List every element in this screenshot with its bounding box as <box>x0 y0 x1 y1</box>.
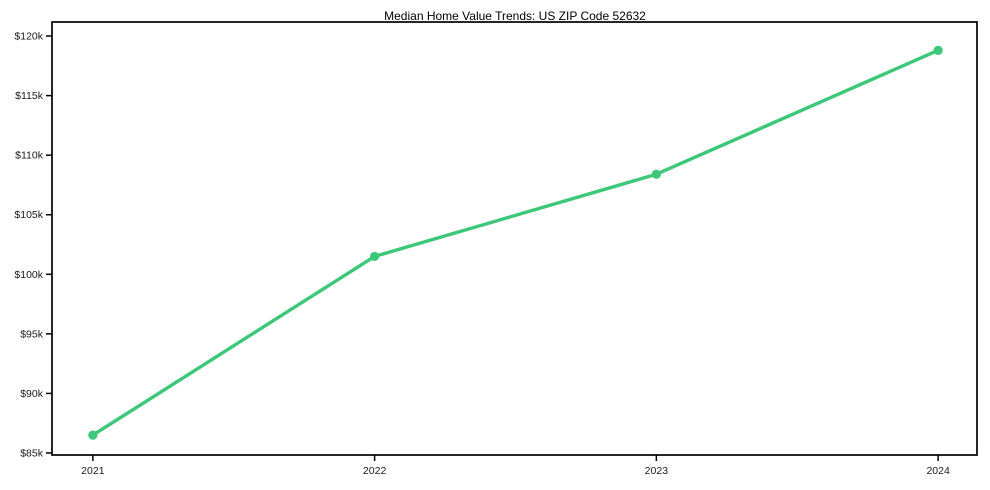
chart-title: Median Home Value Trends: US ZIP Code 52… <box>384 9 646 23</box>
x-tick-label: 2022 <box>363 465 387 477</box>
x-tick-label: 2024 <box>926 465 950 477</box>
y-tick-label: $100k <box>14 269 43 281</box>
y-tick-label: $120k <box>14 31 43 43</box>
data-point <box>370 251 380 262</box>
data-point <box>933 45 943 55</box>
x-tick-label: 2021 <box>81 465 105 477</box>
y-tick-label: $90k <box>20 388 44 400</box>
plot-frame <box>51 21 978 456</box>
data-point <box>88 430 98 440</box>
y-tick-label: $105k <box>14 209 43 221</box>
y-tick-label: $85k <box>20 447 44 459</box>
axes: $85k $90k $95k $100k $105k $110k $115k $120k 202… <box>14 21 978 477</box>
x-tick-label: 2023 <box>645 465 669 477</box>
data-series <box>88 45 943 440</box>
y-tick-label: $115k <box>15 90 44 102</box>
y-tick-label: $110k <box>15 150 44 162</box>
data-point <box>651 169 661 179</box>
y-tick-label: $95k <box>20 328 44 340</box>
trend-line <box>91 48 940 437</box>
